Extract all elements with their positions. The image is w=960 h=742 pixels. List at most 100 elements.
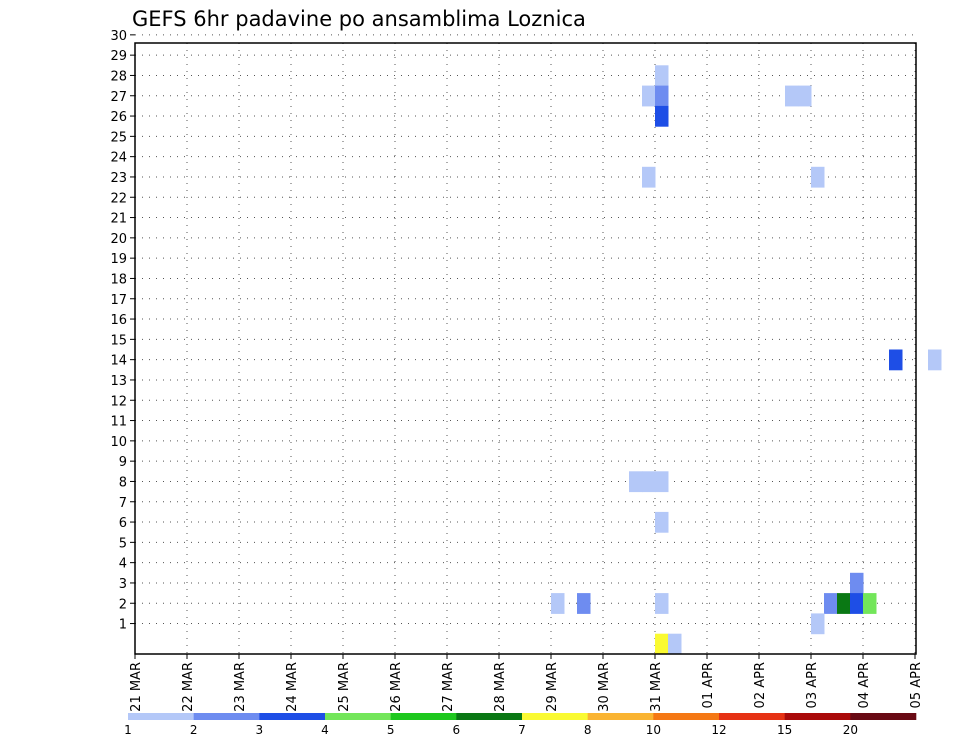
y-tick-label: 10 [110, 435, 127, 450]
y-tick-label: 16 [110, 313, 127, 328]
precip-cell [850, 572, 864, 594]
y-tick-label: 30 [110, 29, 127, 44]
colorbar-label: 8 [584, 723, 592, 737]
y-tick-label: 17 [110, 293, 127, 308]
y-tick-label: 6 [119, 516, 127, 531]
y-tick-label: 27 [110, 90, 127, 105]
y-tick-label: 7 [119, 496, 127, 511]
precip-cell [655, 65, 669, 87]
precip-cell [577, 593, 591, 614]
y-tick-label: 28 [110, 69, 127, 84]
y-tick-label: 20 [110, 232, 127, 247]
precip-cell [642, 85, 656, 107]
y-tick-label: 3 [119, 577, 127, 592]
y-tick-label: 14 [110, 354, 127, 369]
x-tick-label: 27 MAR [441, 662, 456, 712]
colorbar-label: 12 [711, 723, 726, 737]
precip-cell [655, 511, 669, 533]
precip-cell [837, 593, 851, 614]
colorbar-label: 2 [190, 723, 198, 737]
y-tick-label: 4 [119, 557, 127, 572]
colorbar-segment [193, 713, 260, 720]
colorbar-segment [719, 713, 785, 720]
precip-cell [551, 593, 565, 614]
y-tick-label: 21 [110, 212, 127, 227]
x-tick-label: 03 APR [805, 662, 820, 708]
precipitation-cells [551, 65, 942, 655]
x-tick-label: 31 MAR [649, 662, 664, 712]
x-tick-label: 25 MAR [337, 662, 352, 712]
precip-cell [642, 166, 656, 188]
y-tick-label: 11 [110, 415, 127, 430]
y-tick-label: 12 [110, 394, 127, 409]
precip-cell [629, 471, 643, 493]
y-tick-label: 5 [119, 536, 127, 551]
precip-cell [655, 85, 669, 107]
precip-cell [668, 633, 682, 655]
precip-cell [785, 85, 799, 107]
colorbar-segment [587, 713, 654, 720]
colorbar-label: 1 [124, 723, 132, 737]
y-tick-label: 18 [110, 272, 127, 287]
colorbar-segment [456, 713, 523, 720]
precip-cell [798, 85, 812, 107]
x-tick-label: 26 MAR [389, 662, 404, 712]
x-tick-label: 01 APR [701, 662, 716, 708]
y-tick-label: 23 [110, 171, 127, 186]
colorbar-label: 3 [256, 723, 264, 737]
y-tick-label: 15 [110, 333, 127, 348]
y-tick-label: 8 [119, 475, 127, 490]
chart-title: GEFS 6hr padavine po ansamblima Loznica [132, 7, 586, 31]
colorbar-label: 6 [453, 723, 461, 737]
colorbar-label: 4 [321, 723, 329, 737]
colorbar-label: 5 [387, 723, 395, 737]
x-tick-label: 22 MAR [181, 662, 196, 712]
grid-lines [134, 34, 916, 654]
colorbar-segment [390, 713, 457, 720]
x-tick-label: 04 APR [857, 662, 872, 708]
precip-cell [642, 471, 656, 493]
precip-cell [655, 633, 669, 655]
x-tick-label: 02 APR [753, 662, 768, 708]
y-axis-ticks: 1234567891011121314151617181920212223242… [110, 29, 135, 633]
y-tick-label: 24 [110, 151, 127, 166]
colorbar-label: 15 [777, 723, 792, 737]
x-axis-ticks: 21 MAR 22 MAR 23 MAR 24 MAR 25 MAR 26 MAR 27 M… [129, 654, 924, 712]
y-tick-label: 26 [110, 110, 127, 125]
y-tick-label: 1 [119, 618, 127, 633]
colorbar-segment [128, 713, 194, 720]
precip-cell [928, 349, 942, 371]
y-tick-label: 2 [119, 597, 127, 612]
x-tick-label: 05 APR [909, 662, 924, 708]
y-tick-label: 13 [110, 374, 127, 389]
colorbar-segment [325, 713, 391, 720]
y-tick-label: 22 [110, 191, 127, 206]
precip-cell [811, 166, 825, 188]
precip-cell [863, 593, 877, 614]
precip-cell [811, 613, 825, 635]
y-tick-label: 29 [110, 49, 127, 64]
colorbar-segment [784, 713, 851, 720]
x-tick-label: 29 MAR [545, 662, 560, 712]
colorbar-label: 10 [646, 723, 661, 737]
x-tick-label: 28 MAR [493, 662, 508, 712]
precip-cell [889, 349, 903, 371]
precip-cell [850, 593, 864, 614]
colorbar-segment [850, 713, 917, 720]
y-tick-label: 19 [110, 252, 127, 267]
colorbar-segment [653, 713, 720, 720]
y-tick-label: 9 [119, 455, 127, 470]
plot-frame [134, 42, 917, 655]
precip-cell [655, 471, 669, 493]
x-tick-label: 30 MAR [597, 662, 612, 712]
precip-cell [824, 593, 838, 614]
precip-cell [655, 593, 669, 614]
colorbar-segment [522, 713, 588, 720]
colorbar-label: 20 [843, 723, 858, 737]
x-tick-label: 21 MAR [129, 662, 144, 712]
y-tick-label: 25 [110, 130, 127, 145]
x-tick-label: 24 MAR [285, 662, 300, 712]
precip-cell [655, 105, 669, 127]
colorbar-segment [259, 713, 326, 720]
